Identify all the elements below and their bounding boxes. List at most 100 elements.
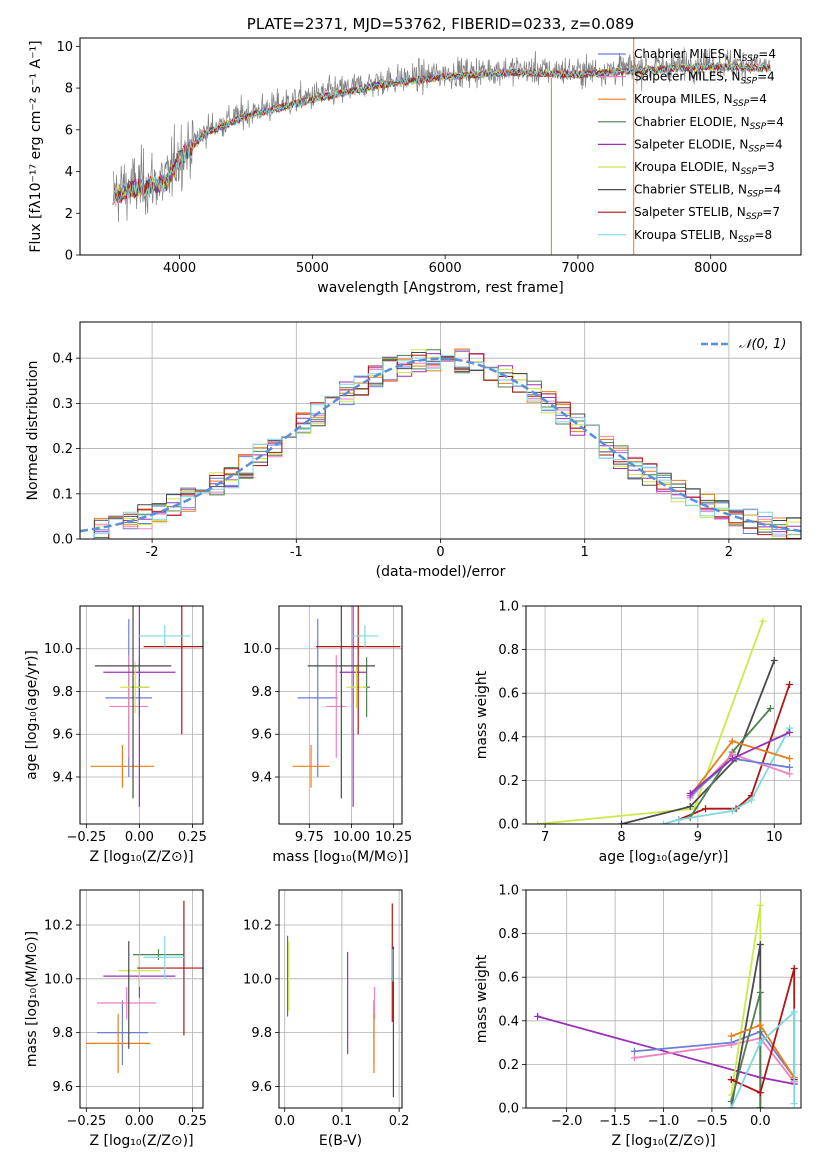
x-tick-label: −1.0 [648,1114,680,1129]
y-tick-label: 9.4 [251,770,272,785]
y-axis-label: age [log₁₀(age/yr)] [24,650,40,780]
x-tick-label: 0.1 [332,1114,353,1129]
y-tick-label: 0.4 [52,352,73,367]
series-marker [756,988,764,996]
series-marker [756,1021,764,1029]
y-tick-label: 0.0 [52,533,73,548]
x-tick-label: −0.5 [696,1114,728,1129]
panel-age-vs-Z: −0.25 0.00 0.25 9.4 9.6 9.8 10.0 Z [log₁₀(Z/Z⊙)… [24,605,207,865]
x-tick-label: −2.0 [551,1114,583,1129]
series-marker [727,1032,735,1040]
legend: Chabrier MILES, NSSP=4 Salpeter MILES, NS… [598,47,784,245]
x-tick-label: 8 [617,830,625,845]
y-tick-label: 9.8 [52,685,73,700]
y-tick-label: 8 [65,82,73,97]
series-line-kroupa-stelib [730,1010,796,1108]
panel-mass-weight-vs-Z: −2.0 −1.5 −1.0 −0.5 0.0 0.0 0.2 0.4 0.6 0.8 1.0 Z [… [474,884,802,1149]
series-marker [759,617,767,625]
x-axis-label: (data-model)/error [376,564,506,580]
y-tick-label: 0.1 [52,487,73,502]
histogram-kroupa-stelib [80,355,801,539]
errorbar-point-salpeter-stelib [143,606,203,735]
y-tick-label: 10.2 [243,918,272,933]
panel-spectrum: 4000 5000 6000 7000 8000 0 2 4 6 8 10 wavelength [A… [28,15,802,296]
x-tick-label: 0 [436,545,444,560]
series-marker [728,737,736,745]
x-tick-label: 1 [581,545,589,560]
y-axis-label: Normed distribution [25,361,41,501]
series-marker [786,770,794,778]
normal-curve [80,357,801,533]
y-tick-label: 10.0 [44,642,73,657]
x-tick-label: 9.75 [295,830,324,845]
x-tick-label: 5000 [296,261,329,276]
axes-frame [278,605,403,825]
plot-area [533,617,794,824]
y-axis-label: mass weight [474,954,490,1043]
y-tick-label: 9.6 [251,728,272,743]
legend-label: Kroupa MILES, NSSP=4 [634,92,767,109]
series-line-chabrier-miles [634,1030,795,1079]
plot-area [86,900,203,1074]
series-marker [790,1100,798,1108]
series-marker [728,755,736,763]
axes-frame [278,889,403,1109]
errorbar-point-chabrier-elodie [133,949,184,960]
errorbar-point-salpeter-miles [109,655,148,758]
series-marker [756,901,764,909]
errorbar-point-salpeter-elodie [103,606,176,807]
series-marker [790,964,798,972]
series-marker [766,704,774,712]
legend-label: Chabrier STELIB, NSSP=4 [634,183,781,200]
model-line-kroupa-stelib [112,61,771,205]
y-tick-label: 1.0 [498,884,519,899]
panel-mass-vs-EBV: 0.0 0.1 0.2 9.6 9.8 10.0 10.2 E(B-V) [243,889,410,1149]
series-marker [675,816,683,824]
chart-title: PLATE=2371, MJD=53762, FIBERID=0233, z=0… [247,15,634,33]
y-tick-label: 9.6 [251,1080,272,1095]
y-tick-label: 0.4 [498,730,519,745]
errorbar-point-salpeter-miles [326,655,347,758]
x-tick-label: 7 [541,830,549,845]
plot-area [292,606,401,807]
series-marker [747,796,755,804]
errorbar-point-salpeter-stelib [316,606,401,735]
series-marker [727,1076,735,1084]
axes-frame [525,605,802,825]
errorbar-point-salpeter-miles [96,986,157,1020]
y-tick-label: 0.2 [498,1058,519,1073]
y-tick-label: 4 [65,165,73,180]
errorbar-point-kroupa-stelib [143,935,187,979]
series-marker [617,820,625,824]
errorbar-point-chabrier-miles [297,618,338,777]
series-marker [786,755,794,763]
y-axis-label: mass [log₁₀(M/M⊙)] [24,931,40,1067]
plot-area [90,606,203,807]
series-marker [727,1104,735,1108]
y-tick-label: 10.0 [44,972,73,987]
series-marker [756,1039,764,1047]
series-marker [686,789,694,797]
errorbar-point-chabrier-stelib [307,606,376,799]
panel-age-vs-mass: 9.75 10.00 10.25 9.4 9.6 9.8 10.0 mass [log₁₀(M… [243,605,412,865]
y-tick-label: 10.2 [44,918,73,933]
series-line-kroupa-elodie [537,620,764,824]
axes-frame [79,37,802,256]
plot-area [112,38,771,255]
series-marker [786,728,794,736]
axes-frame [79,605,204,825]
y-tick-label: 1.0 [498,600,519,615]
x-tick-label: 0.2 [389,1114,410,1129]
errorbar-point-salpeter-elodie [339,606,367,807]
errorbar-point-kroupa-miles [90,744,155,788]
axes-frame [79,321,802,540]
axes-frame [525,889,802,1109]
x-tick-label: 0.00 [125,830,154,845]
x-axis-label: wavelength [Angstrom, rest frame] [317,280,563,296]
x-tick-label: -2 [146,545,159,560]
x-axis-label: E(B-V) [319,1133,362,1149]
series-marker [702,805,710,813]
y-tick-label: 0.8 [498,643,519,658]
errorbar-point-kroupa-stelib [139,625,191,647]
x-tick-label: 10 [766,830,783,845]
